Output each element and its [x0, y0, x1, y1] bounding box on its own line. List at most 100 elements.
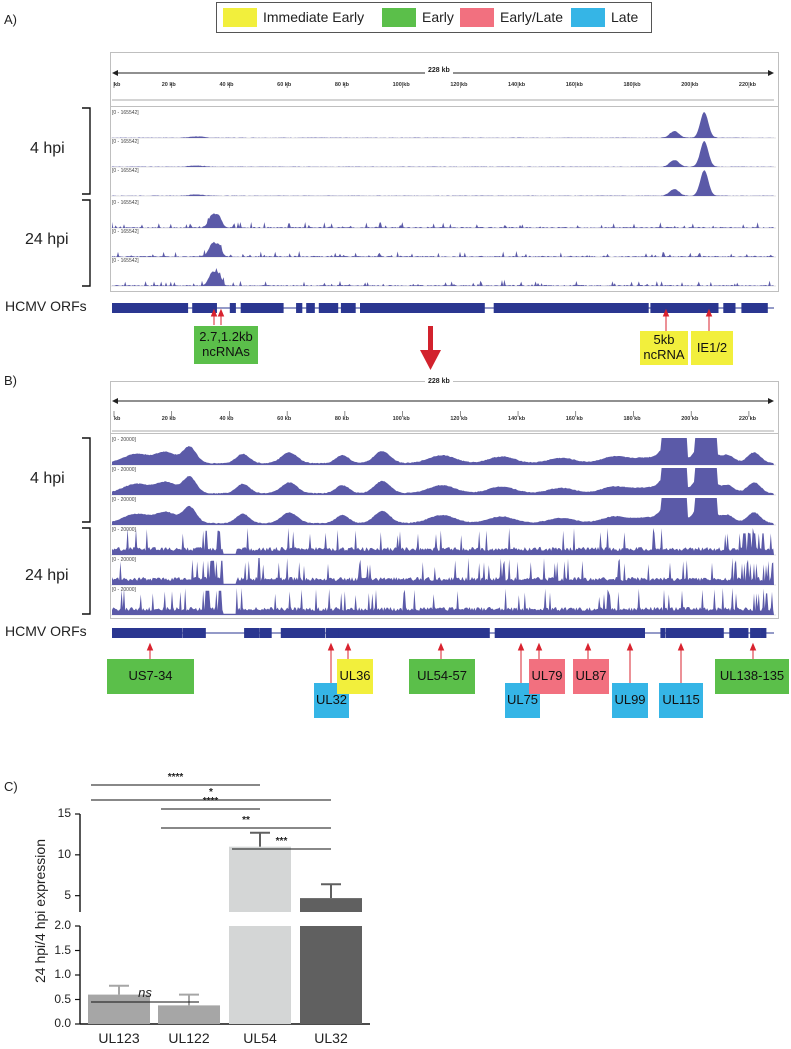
panel-a-orf-track — [112, 303, 774, 313]
track-range-label: [0 - 20000] — [112, 557, 136, 563]
orf-block — [466, 303, 475, 313]
orf-block — [276, 303, 284, 313]
coverage-track — [112, 112, 774, 138]
orf-block — [184, 303, 189, 313]
orf-block — [322, 628, 326, 638]
ruler-tick-label: 160 kb — [565, 416, 583, 422]
significance-label: **** — [202, 796, 219, 807]
orf-block — [704, 303, 719, 313]
significance-label: ** — [242, 815, 250, 826]
orf-block — [244, 628, 257, 638]
legend-label: Immediate Early — [263, 9, 365, 25]
bar-UL122 — [158, 1005, 220, 1024]
legend-swatch-late — [571, 8, 605, 27]
panel-b-orf-track — [112, 628, 774, 638]
y-tick-label: 2.0 — [54, 918, 71, 932]
orf-block — [729, 628, 738, 638]
bar-UL54-lower — [229, 926, 291, 1024]
significance-label: ns — [138, 985, 152, 1000]
y-tick-label: 5 — [64, 887, 71, 902]
orf-block — [232, 303, 236, 313]
significance-label: *** — [275, 836, 288, 847]
orf-block — [748, 303, 763, 313]
panel-a-tag-ncrnas: 2.7,1.2kb ncRNAs — [194, 326, 258, 364]
panel-b-tag-ul87: UL87 — [573, 659, 609, 694]
bar-UL32-lower — [300, 926, 362, 1024]
orf-block — [671, 628, 687, 638]
panel-b-tag-ul99: UL99 — [612, 683, 648, 718]
orf-block — [293, 628, 303, 638]
orf-block — [650, 303, 658, 313]
orf-block — [340, 303, 347, 313]
panel-a-span-label: 228 kb — [425, 67, 453, 74]
legend-swatch-immediate-early — [223, 8, 257, 27]
coverage-track — [112, 558, 774, 585]
ruler-tick-label: 180 kb — [623, 416, 641, 422]
legend-label: Early — [422, 9, 454, 25]
category-legend: Immediate Early Early Early/Late Late — [216, 2, 652, 33]
panel-b-tag-ul36: UL36 — [337, 659, 373, 694]
orf-block — [306, 303, 315, 313]
ruler-tick-label: 180 kb — [623, 82, 641, 88]
orf-block — [281, 628, 293, 638]
panel-a-orf-label: HCMV ORFs — [5, 298, 87, 314]
y-tick-label: 0.5 — [54, 991, 71, 1006]
coverage-track — [112, 213, 774, 228]
orf-block — [688, 303, 698, 313]
orf-block — [679, 628, 694, 638]
ruler-tick-label: 100 kb — [392, 82, 410, 88]
ruler-tick-label: 80 kb — [334, 416, 349, 422]
orf-block — [177, 303, 187, 313]
orf-block — [194, 628, 203, 638]
y-tick-label: 1.5 — [54, 942, 71, 957]
ruler-tick-label: 20 kb — [161, 416, 176, 422]
legend-swatch-early-late — [460, 8, 494, 27]
panel-a-24hpi-label: 24 hpi — [25, 231, 69, 248]
track-range-label: [0 - 165542] — [112, 229, 139, 235]
ruler-tick-label: kb — [114, 416, 121, 422]
panel-a-4hpi-label: 4 hpi — [30, 140, 65, 157]
panel-b-ruler-svg — [112, 398, 774, 432]
orf-block — [697, 303, 701, 313]
panel-b-tag-ul115: UL115 — [659, 683, 703, 718]
ruler-tick-label: 120 kb — [450, 416, 468, 422]
coverage-track — [112, 141, 774, 167]
ruler-tick-label: kb — [114, 82, 121, 88]
significance-label: * — [209, 787, 213, 798]
y-tick-label: 1.0 — [54, 967, 71, 981]
panel-b-tag-ul138-135: UL138-135 — [715, 659, 789, 694]
panel-a-tag-5kb-ncrna: 5kb ncRNA — [640, 331, 688, 365]
orf-block — [680, 303, 691, 313]
track-range-label: [0 - 20000] — [112, 527, 136, 533]
x-tick-label: UL123 — [98, 1030, 140, 1046]
coverage-track — [112, 588, 774, 615]
panel-b-24hpi-label: 24 hpi — [25, 567, 69, 584]
track-range-label: [0 - 20000] — [112, 467, 136, 473]
orf-block — [697, 628, 713, 638]
ruler-tick-label: 140 kb — [508, 416, 526, 422]
orf-block — [259, 628, 272, 638]
y-tick-label: 10 — [57, 846, 71, 861]
panel-a-letter: A) — [4, 12, 17, 27]
orf-block — [495, 628, 645, 638]
orf-block — [296, 303, 302, 313]
track-range-label: [0 - 165542] — [112, 258, 139, 264]
big-down-arrow — [420, 326, 441, 370]
orf-block — [321, 303, 333, 313]
track-range-label: [0 - 20000] — [112, 497, 136, 503]
ruler-tick-label: 220 kb — [738, 82, 757, 88]
ruler-tick-label: 140 kb — [508, 82, 526, 88]
bar-UL123 — [88, 994, 150, 1024]
track-range-label: [0 - 165542] — [112, 200, 139, 206]
orf-block — [665, 628, 675, 638]
ruler-tick-label: 60 kb — [277, 416, 292, 422]
y-tick-label: 0.0 — [54, 1016, 71, 1030]
bar-UL32-upper — [300, 898, 362, 912]
orf-block — [657, 303, 672, 313]
ruler-tick-label: 220 kb — [738, 416, 757, 422]
orf-block — [302, 628, 314, 638]
ruler-tick-label: 40 kb — [219, 416, 234, 422]
ruler-tick-label: 40 kb — [219, 82, 234, 88]
panel-b-coverage-svg — [110, 438, 776, 616]
